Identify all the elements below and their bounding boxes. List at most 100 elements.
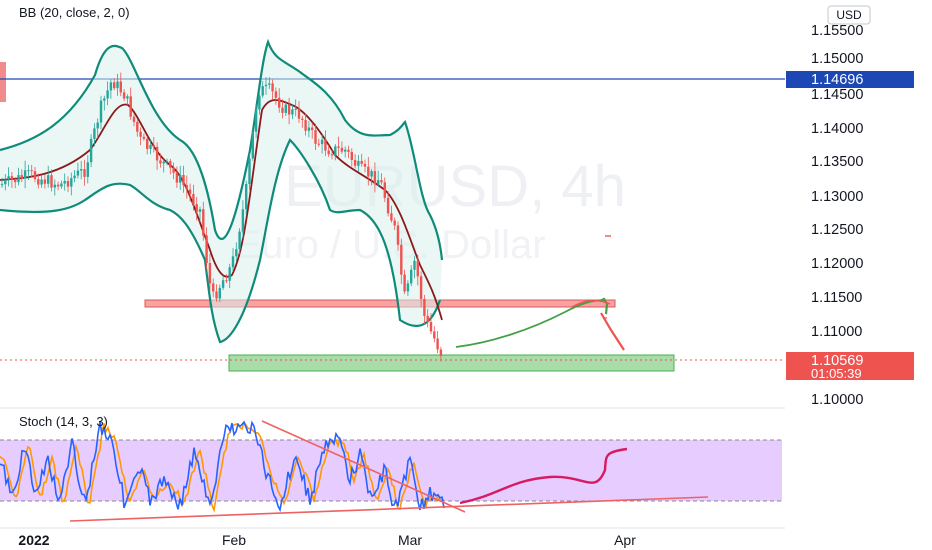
candle-body (350, 152, 353, 160)
candle-body (304, 120, 307, 131)
candle-body (439, 349, 443, 356)
candle-body (73, 175, 76, 179)
candle-body (47, 175, 50, 184)
candle-body (53, 184, 56, 188)
y-tick-4: 1.14000 (811, 121, 863, 137)
candle-body (122, 92, 126, 99)
candle-body (433, 331, 436, 339)
bb-lower (0, 138, 442, 344)
candle-body (284, 104, 287, 113)
bb-indicator-label[interactable]: BB (20, close, 2, 0) (19, 5, 130, 20)
y-tick-7: 1.12500 (811, 222, 863, 238)
stoch-upper-trendline[interactable] (261, 420, 466, 513)
candle-body (103, 98, 106, 101)
candle-body (93, 128, 96, 139)
candle-body (182, 175, 185, 186)
candle-body (116, 81, 119, 89)
candle-body (208, 263, 212, 284)
candle-body (23, 170, 27, 179)
candle-body (429, 322, 433, 332)
last-price-tag (786, 352, 914, 380)
candle-body (287, 104, 291, 115)
candle-body (377, 180, 380, 185)
candle-body (393, 220, 396, 226)
projection-green-curve[interactable] (455, 299, 606, 348)
candle-body (20, 175, 23, 179)
stoch-lower-trendline[interactable] (69, 496, 709, 522)
candle-body (344, 149, 347, 152)
candle-body (40, 179, 43, 185)
candle-body (14, 179, 17, 183)
projection-red-down[interactable] (600, 312, 625, 351)
candle-body (50, 175, 53, 188)
x-tick-apr: Apr (614, 532, 636, 548)
candle-body (337, 146, 340, 148)
candle-body (291, 109, 294, 115)
y-tick-2: 1.15000 (811, 51, 863, 67)
candle-body (400, 244, 403, 275)
candle-body (202, 209, 205, 236)
candle-body (86, 162, 89, 177)
candle-body (175, 172, 179, 183)
candle-body (251, 131, 254, 159)
candle-body (113, 82, 116, 89)
candle-body (4, 179, 7, 185)
projection-green-hook (599, 297, 609, 315)
candle-body (43, 179, 47, 184)
candle-body (261, 86, 264, 96)
currency-box[interactable] (827, 5, 871, 25)
candle-body (297, 108, 301, 119)
candle-body (357, 160, 360, 166)
candle-body (63, 181, 66, 184)
y-tick-11: 1.10000 (811, 392, 863, 408)
candle-body (149, 145, 152, 149)
candle-body (83, 169, 86, 177)
candle-body (129, 96, 132, 117)
stoch-projection-curve[interactable] (459, 447, 628, 505)
candle-body (383, 182, 386, 198)
candle-body (281, 107, 284, 113)
price-axis[interactable] (785, 0, 932, 550)
candle-body (159, 160, 162, 164)
candle-body (254, 109, 258, 132)
candle-body (215, 291, 218, 299)
candle-body (353, 160, 357, 166)
candle-body (363, 163, 367, 167)
candle-body (165, 161, 169, 163)
y-tick-1: 1.15500 (811, 23, 863, 39)
candle-body (380, 180, 383, 183)
candle-body (386, 197, 390, 214)
candle-body (132, 116, 136, 122)
y-tick-10: 1.11000 (811, 324, 862, 340)
candle-body (192, 194, 195, 205)
candle-body (0, 184, 4, 186)
resistance-zone[interactable] (144, 299, 616, 308)
last-price-value: 1.10569 (811, 353, 863, 369)
x-tick-feb: Feb (222, 532, 246, 548)
candle-body (436, 338, 439, 350)
support-zone[interactable] (228, 354, 675, 372)
candle-body (274, 91, 278, 98)
candle-body (245, 184, 248, 210)
candle-body (212, 283, 215, 292)
candle-body (340, 147, 344, 152)
candle-body (271, 83, 274, 92)
candle-body (373, 171, 377, 185)
candle-body (162, 161, 165, 164)
x-tick-2022: 2022 (18, 532, 49, 548)
candle-body (370, 171, 373, 177)
candle-body (324, 139, 327, 151)
candle-body (30, 170, 33, 172)
stoch-indicator-label[interactable]: Stoch (14, 3, 3) (19, 414, 108, 429)
candle-body (218, 287, 221, 299)
candle-body (89, 138, 93, 163)
candle-body (320, 139, 324, 145)
candle-body (307, 127, 311, 131)
candle-body (37, 179, 40, 185)
candle-body (106, 90, 109, 99)
candle-body (258, 95, 261, 110)
candle-body (294, 108, 297, 110)
candle-body (311, 127, 314, 130)
candle-body (179, 175, 182, 183)
